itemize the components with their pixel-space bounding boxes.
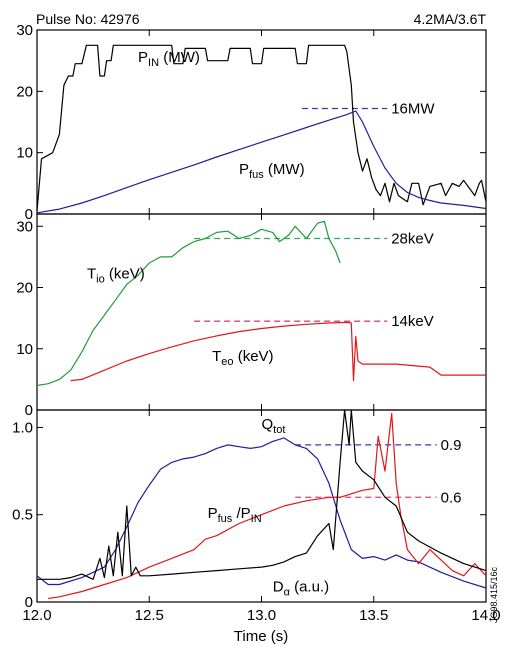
series-label: Pfus /PIN bbox=[208, 505, 262, 525]
y-tick-label: 0 bbox=[25, 594, 33, 611]
series-label: Teo (keV) bbox=[212, 348, 273, 368]
x-tick-label: 14.0 bbox=[471, 607, 500, 624]
series-line bbox=[36, 110, 487, 214]
conditions-label: 4.2MA/3.6T bbox=[414, 11, 487, 27]
x-axis-label: Time (s) bbox=[234, 628, 288, 645]
series-line bbox=[36, 220, 341, 387]
y-tick-label: 20 bbox=[16, 83, 33, 100]
series-line bbox=[36, 44, 487, 211]
reference-label: 16MW bbox=[391, 101, 435, 118]
series-label: PIN (MW) bbox=[138, 49, 200, 69]
series-line bbox=[70, 321, 486, 382]
panel-frame bbox=[36, 409, 487, 603]
reference-label: 0.6 bbox=[441, 489, 462, 506]
x-tick-label: 13.5 bbox=[359, 607, 388, 624]
x-tick-label: 13.0 bbox=[247, 607, 276, 624]
series-label: Qtot bbox=[262, 416, 286, 436]
side-label: JG98.415/16c bbox=[489, 566, 499, 623]
series-label: Tio (keV) bbox=[87, 265, 145, 285]
y-tick-label: 1.0 bbox=[12, 419, 33, 436]
panel-2: 0 10 20 30 28keV 14keV Tio (keV) Teo (keV) bbox=[16, 213, 487, 419]
x-tick-label: 12.5 bbox=[135, 607, 164, 624]
y-tick-label: 30 bbox=[16, 22, 33, 39]
reference-label: 14keV bbox=[391, 313, 434, 330]
y-tick-label: 30 bbox=[16, 218, 33, 235]
y-tick-label: 0.5 bbox=[12, 507, 33, 524]
x-tick-label: 12.0 bbox=[22, 607, 51, 624]
y-tick-label: 10 bbox=[16, 145, 33, 162]
reference-label: 0.9 bbox=[441, 437, 462, 454]
panels: 0 10 20 30 16MW PIN (MW) Pfus (MW) 0 10 20 30 28keV… bbox=[12, 22, 500, 624]
series-line bbox=[48, 412, 487, 600]
y-tick-label: 10 bbox=[16, 341, 33, 358]
y-tick-label: 20 bbox=[16, 280, 33, 297]
reference-label: 28keV bbox=[391, 231, 434, 248]
series-label: Dα (a.u.) bbox=[273, 579, 329, 599]
series-line bbox=[37, 409, 487, 580]
panel-3: 0 0.5 1.0 0.9 0.6 Qtot Pfus /PIN Dα (a.u.) bbox=[12, 409, 487, 611]
pulse-label: Pulse No: 42976 bbox=[36, 11, 140, 27]
y-tick-label: 0 bbox=[25, 402, 33, 419]
y-tick-label: 0 bbox=[25, 206, 33, 223]
panel-1: 0 10 20 30 16MW PIN (MW) Pfus (MW) bbox=[16, 22, 487, 223]
series-label: Pfus (MW) bbox=[239, 161, 305, 181]
